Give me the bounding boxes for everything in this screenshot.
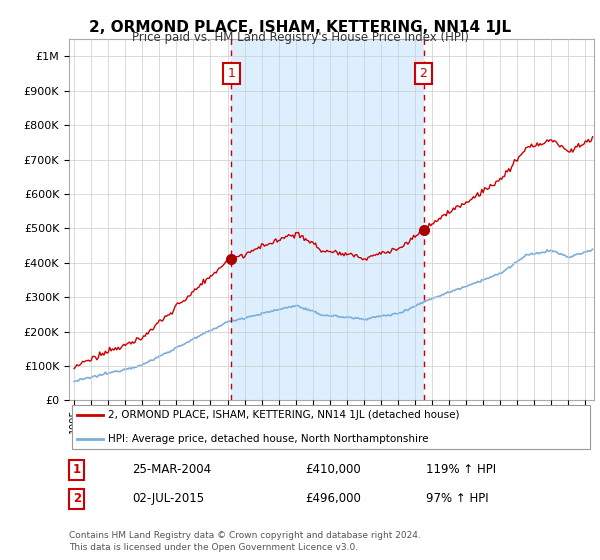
Text: 1: 1	[227, 67, 235, 80]
Text: 02-JUL-2015: 02-JUL-2015	[132, 492, 204, 506]
FancyBboxPatch shape	[71, 405, 590, 449]
Text: £410,000: £410,000	[305, 463, 361, 477]
Text: HPI: Average price, detached house, North Northamptonshire: HPI: Average price, detached house, Nort…	[109, 434, 429, 444]
Text: 25-MAR-2004: 25-MAR-2004	[132, 463, 211, 477]
Text: 1: 1	[73, 463, 81, 477]
Text: Price paid vs. HM Land Registry's House Price Index (HPI): Price paid vs. HM Land Registry's House …	[131, 31, 469, 44]
Text: Contains HM Land Registry data © Crown copyright and database right 2024.: Contains HM Land Registry data © Crown c…	[69, 531, 421, 540]
Bar	[232, 39, 424, 400]
Text: 97% ↑ HPI: 97% ↑ HPI	[426, 492, 488, 506]
Text: £496,000: £496,000	[305, 492, 361, 506]
Text: 2: 2	[419, 67, 427, 80]
Text: This data is licensed under the Open Government Licence v3.0.: This data is licensed under the Open Gov…	[69, 543, 358, 552]
Text: 2: 2	[73, 492, 81, 506]
Text: 119% ↑ HPI: 119% ↑ HPI	[426, 463, 496, 477]
Text: 2, ORMOND PLACE, ISHAM, KETTERING, NN14 1JL: 2, ORMOND PLACE, ISHAM, KETTERING, NN14 …	[89, 20, 511, 35]
Text: 2, ORMOND PLACE, ISHAM, KETTERING, NN14 1JL (detached house): 2, ORMOND PLACE, ISHAM, KETTERING, NN14 …	[109, 410, 460, 420]
